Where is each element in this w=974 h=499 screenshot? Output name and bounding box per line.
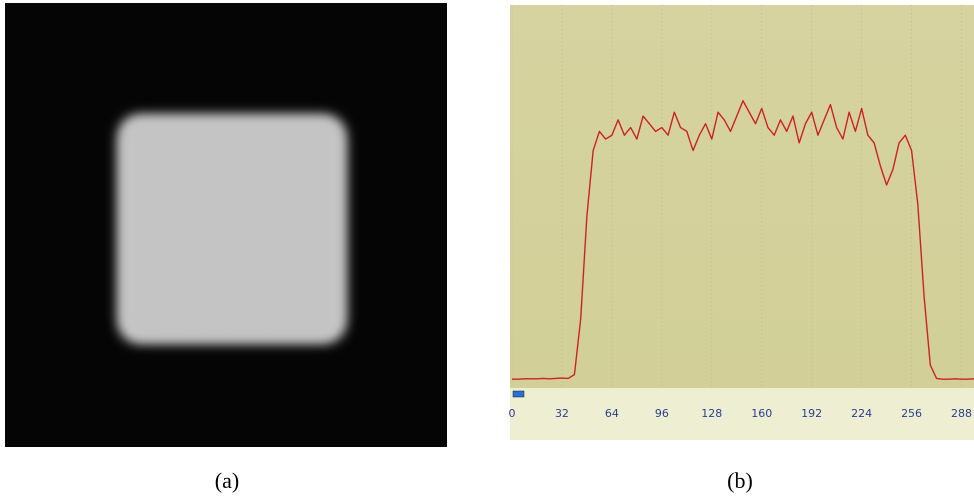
x-tick-label: 96 (655, 407, 669, 420)
x-axis: 0 32 64 96 128 160 192 224 256 288 (509, 407, 973, 420)
caption: (b) (727, 468, 753, 493)
plot-area (510, 5, 974, 388)
profile-plot (510, 5, 974, 440)
x-tick-label: 128 (701, 407, 722, 420)
profile-line (512, 100, 974, 380)
beam-image (5, 3, 447, 447)
scroll-marker (512, 390, 525, 398)
series (512, 100, 974, 380)
axis-strip (510, 388, 974, 440)
x-tick-label: 160 (751, 407, 772, 420)
x-tick-label: 192 (801, 407, 822, 420)
x-tick-label: 288 (951, 407, 972, 420)
x-tick-label: 224 (851, 407, 872, 420)
x-tick-label: 0 (509, 407, 516, 420)
x-tick-label: 64 (605, 407, 619, 420)
x-tick-label: 32 (555, 407, 569, 420)
caption: (a) (215, 468, 239, 493)
x-tick-label: 256 (901, 407, 922, 420)
